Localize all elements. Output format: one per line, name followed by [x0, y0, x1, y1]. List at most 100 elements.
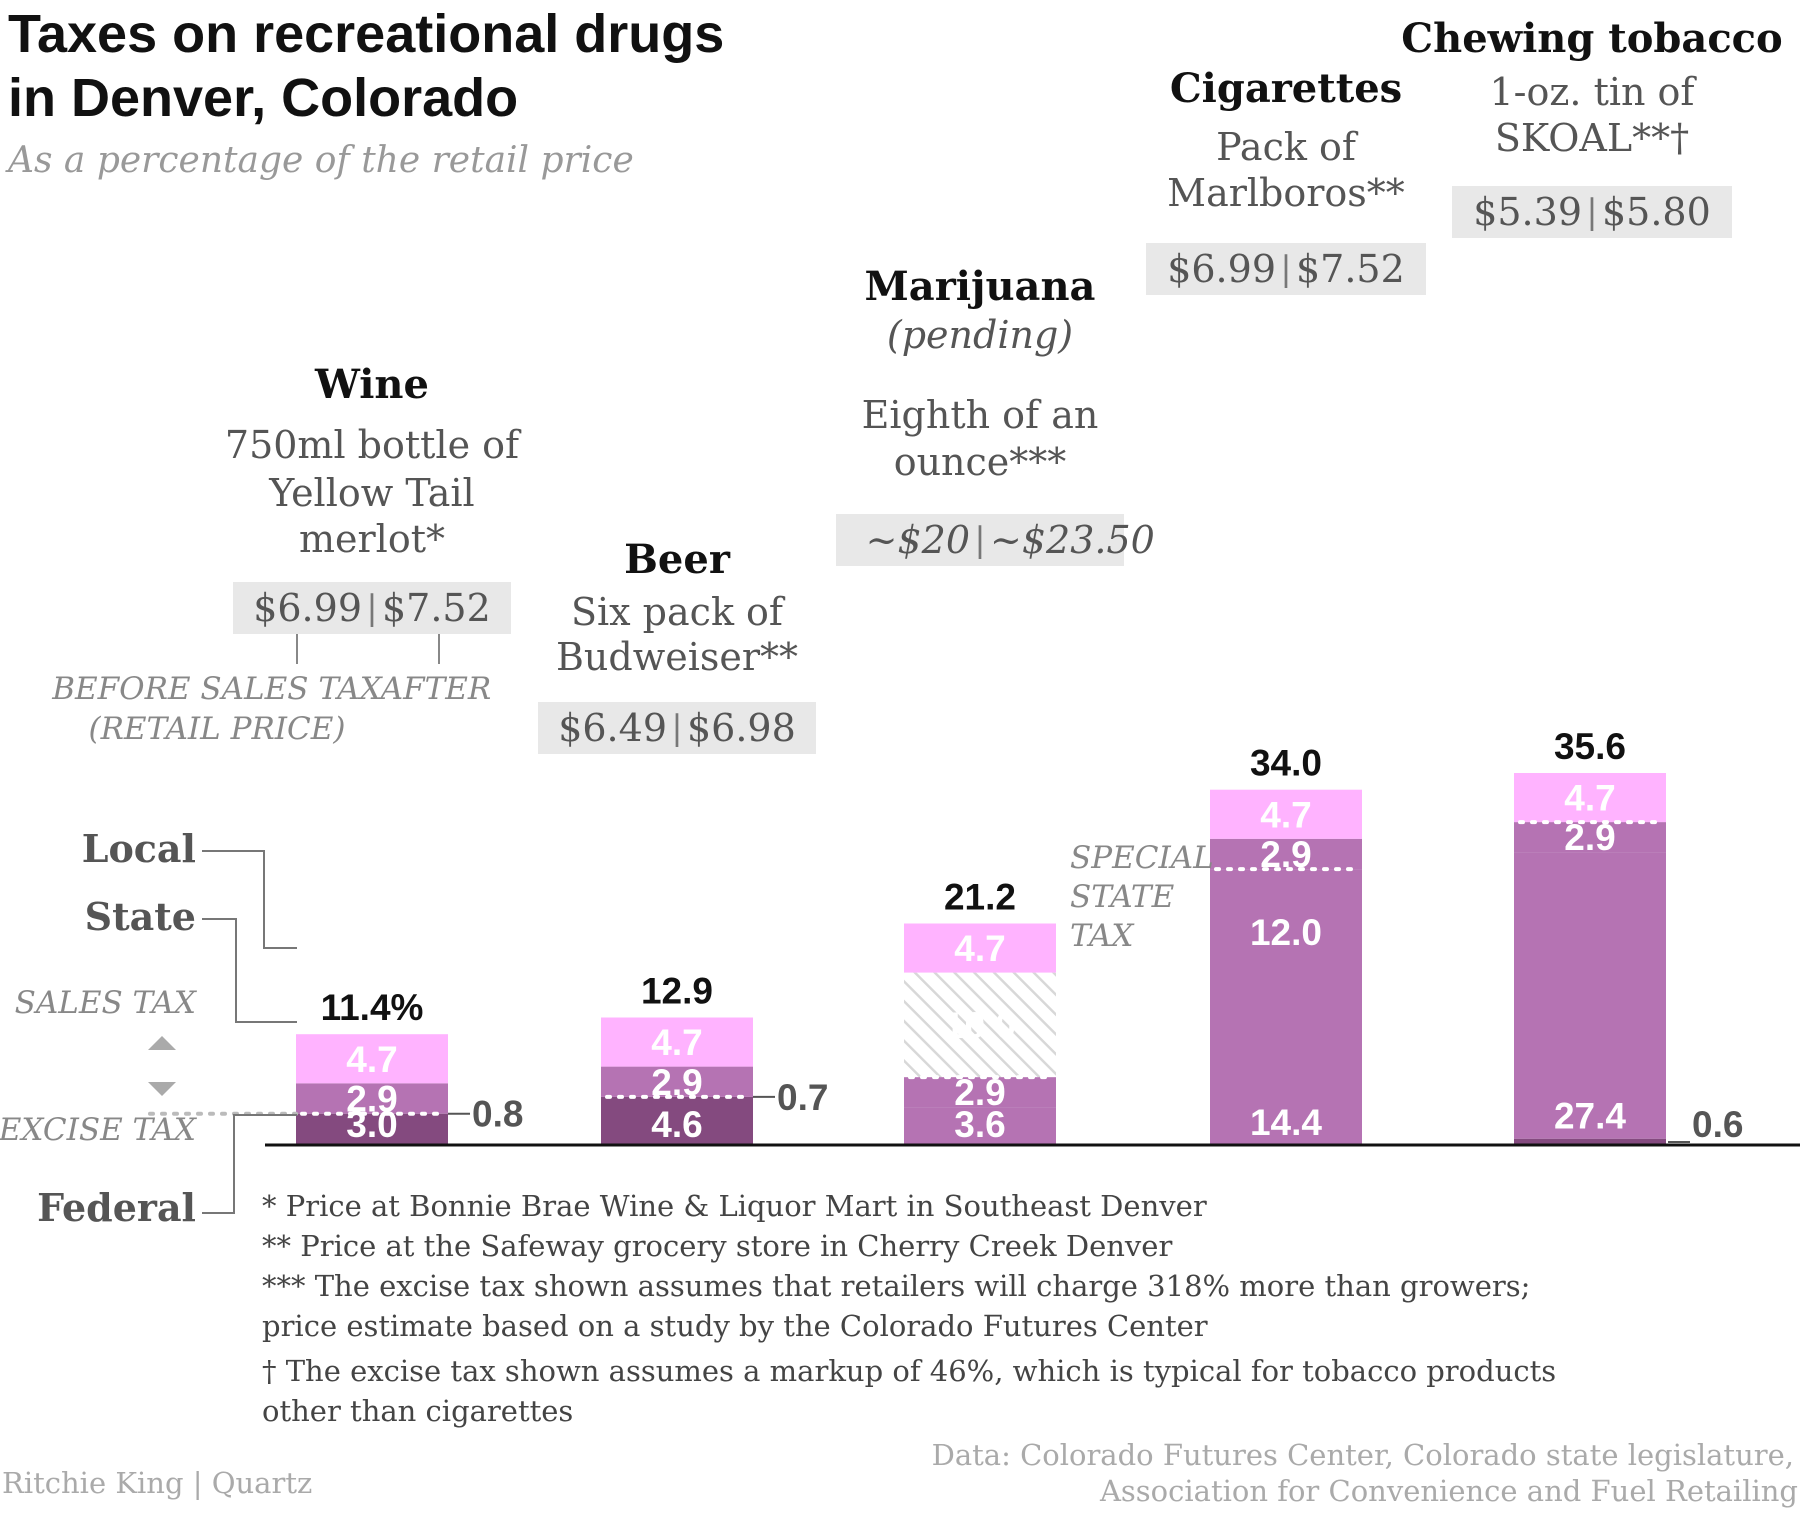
wine-local-sales-value-label: 4.7 — [346, 1039, 397, 1080]
marijuana-special-state-tax-bar — [904, 972, 1056, 1078]
marijuana-product-desc-line-1: Eighth of an — [862, 393, 1099, 437]
beer-price-after: $6.98 — [687, 706, 796, 750]
marijuana-pending-label: (pending) — [887, 313, 1073, 357]
beer-local-sales-value-label: 4.7 — [651, 1022, 702, 1063]
cigarettes-state-sales-value-label: 2.9 — [1260, 834, 1311, 875]
legend-federal-label: Federal — [37, 1185, 196, 1230]
wine-state-excise-bar — [296, 1113, 448, 1145]
footnote-6: other than cigarettes — [262, 1394, 573, 1428]
marijuana-special-state-tax-value-label: 10.0 — [944, 1005, 1016, 1046]
legend-state-connector — [202, 918, 297, 1023]
legend-local-connector — [202, 850, 297, 949]
chart-subtitle: As a percentage of the retail price — [5, 140, 634, 181]
beer-product-name: Beer — [624, 536, 731, 583]
chewing-tobacco-local-sales-value-label: 4.7 — [1564, 778, 1615, 819]
footnote-3: *** The excise tax shown assumes that re… — [262, 1269, 1530, 1303]
chewing-tobacco-price-separator: | — [1586, 192, 1597, 232]
before-sales-tax-label-line-1: BEFORE SALES TAX — [51, 671, 383, 707]
wine-product-name: Wine — [314, 361, 429, 408]
wine-product-desc-line-3: merlot* — [299, 517, 445, 561]
cigarettes-product-desc-line-1: Pack of — [1216, 125, 1359, 169]
beer-price-before: $6.49 — [558, 706, 667, 750]
chart-title-line-2: in Denver, Colorado — [8, 68, 518, 128]
wine-state-excise-value-label: 3.0 — [346, 1104, 397, 1145]
cigarettes-state-excise-value-label: 14.4 — [1250, 1102, 1322, 1143]
wine-state-sales-bar — [296, 1083, 448, 1114]
beer-state-sales-value-label: 2.9 — [651, 1062, 702, 1103]
beer-state-excise-value-label: 4.6 — [651, 1104, 702, 1145]
cigarettes-local-sales-value-label: 4.7 — [1260, 794, 1311, 835]
cigarettes-price-separator: | — [1280, 249, 1291, 289]
wine-price-after: $7.52 — [382, 586, 491, 630]
footnote-4: price estimate based on a study by the C… — [262, 1309, 1208, 1343]
special-state-tax-label-line-2: STATE — [1070, 879, 1175, 915]
wine-price-separator: | — [366, 588, 377, 628]
marijuana-state-excise-2-bar — [904, 1077, 1056, 1108]
excise-tax-down-arrow-icon — [148, 1082, 176, 1096]
chewing-tobacco-state-excise-value-label: 27.4 — [1554, 1096, 1626, 1137]
special-state-tax-label-line-1: SPECIAL — [1070, 840, 1214, 876]
chewing-tobacco-price-box — [1452, 186, 1732, 238]
cigarettes-price-box — [1146, 243, 1426, 295]
marijuana-state-excise-value-label: 3.6 — [954, 1104, 1005, 1145]
beer-state-excise-bar — [601, 1096, 753, 1145]
chart-marks: 3.02.94.711.4%0.8 4.62.94.712.90.73.62.91… — [296, 726, 1743, 1145]
beer-total-label: 12.9 — [641, 971, 713, 1012]
marijuana-product-desc-line-2: ounce*** — [894, 440, 1067, 484]
beer-product-desc-line-1: Six pack of — [571, 590, 786, 634]
cigarettes-price-before: $6.99 — [1167, 247, 1276, 291]
cigarettes-state-excise-bar — [1210, 994, 1362, 1145]
legend-local-label: Local — [82, 826, 196, 871]
wine-state-sales-value-label: 2.9 — [346, 1079, 397, 1120]
cigarettes-state-sales-bar — [1210, 838, 1362, 870]
legend-state-label: State — [85, 894, 196, 939]
footnote-2: ** Price at the Safeway grocery store in… — [262, 1229, 1172, 1263]
source-line-2: Association for Convenience and Fuel Ret… — [1099, 1474, 1798, 1508]
beer-product-desc-line-2: Budweiser** — [556, 635, 798, 679]
sales-tax-up-arrow-icon — [148, 1036, 176, 1050]
beer-price-box — [538, 702, 816, 754]
chewing-tobacco-total-label: 35.6 — [1554, 726, 1626, 767]
wine-local-excise-value-label: 0.8 — [472, 1094, 523, 1135]
chewing-tobacco-state-excise-2-value-label: 2.9 — [1564, 817, 1615, 858]
chewing-tobacco-product-desc-line-2: SKOAL**† — [1495, 116, 1689, 160]
marijuana-state-excise-2-value-label: 2.9 — [954, 1072, 1005, 1113]
marijuana-total-label: 21.2 — [944, 877, 1016, 918]
beer-local-excise-value-label: 0.7 — [777, 1077, 828, 1118]
wine-price-box — [233, 582, 511, 634]
beer-state-sales-bar — [601, 1066, 753, 1097]
wine-price-before: $6.99 — [253, 586, 362, 630]
chart-title-line-1: Taxes on recreational drugs — [8, 4, 724, 64]
chewing-tobacco-state-excise-2-bar — [1514, 822, 1666, 853]
cigarettes-price-after: $7.52 — [1296, 247, 1405, 291]
beer-local-sales-bar — [601, 1017, 753, 1067]
cigarettes-total-label: 34.0 — [1250, 743, 1322, 784]
marijuana-price-before: ~$20 — [866, 518, 970, 562]
chewing-tobacco-federal-bar — [1514, 1138, 1666, 1145]
chewing-tobacco-product-name: Chewing tobacco — [1401, 15, 1782, 62]
legend-federal-connector — [202, 1114, 297, 1214]
wine-local-sales-bar — [296, 1034, 448, 1084]
cigarettes-state-excise-2-value-label: 12.0 — [1250, 912, 1322, 953]
footnote-5: † The excise tax shown assumes a markup … — [262, 1354, 1556, 1388]
wine-product-desc-line-2: Yellow Tail — [268, 471, 474, 515]
chewing-tobacco-price-before: $5.39 — [1473, 190, 1582, 234]
marijuana-price-box — [836, 514, 1124, 566]
chewing-tobacco-price-after: $5.80 — [1602, 190, 1711, 234]
chewing-tobacco-federal-value-label: 0.6 — [1692, 1104, 1743, 1145]
marijuana-local-sales-value-label: 4.7 — [954, 928, 1005, 969]
legend-sales-tax-label: SALES TAX — [15, 985, 198, 1021]
footnote-1: * Price at Bonnie Brae Wine & Liquor Mar… — [262, 1189, 1207, 1223]
chewing-tobacco-local-sales-bar — [1514, 773, 1666, 823]
wine-product-desc-line-1: 750ml bottle of — [225, 423, 522, 467]
cigarettes-product-name: Cigarettes — [1170, 65, 1402, 112]
legend-excise-tax-label: EXCISE TAX — [0, 1112, 198, 1148]
legend: Local State SALES TAX EXCISE TAX Federal BEFO… — [0, 634, 1214, 1230]
wine-total-label: 11.4% — [321, 987, 424, 1028]
source-line-1: Data: Colorado Futures Center, Colorado … — [932, 1438, 1794, 1472]
special-state-tax-label-line-3: TAX — [1070, 918, 1135, 954]
cigarettes-local-sales-bar — [1210, 789, 1362, 839]
marijuana-state-excise-bar — [904, 1107, 1056, 1145]
marijuana-local-sales-bar — [904, 923, 1056, 973]
